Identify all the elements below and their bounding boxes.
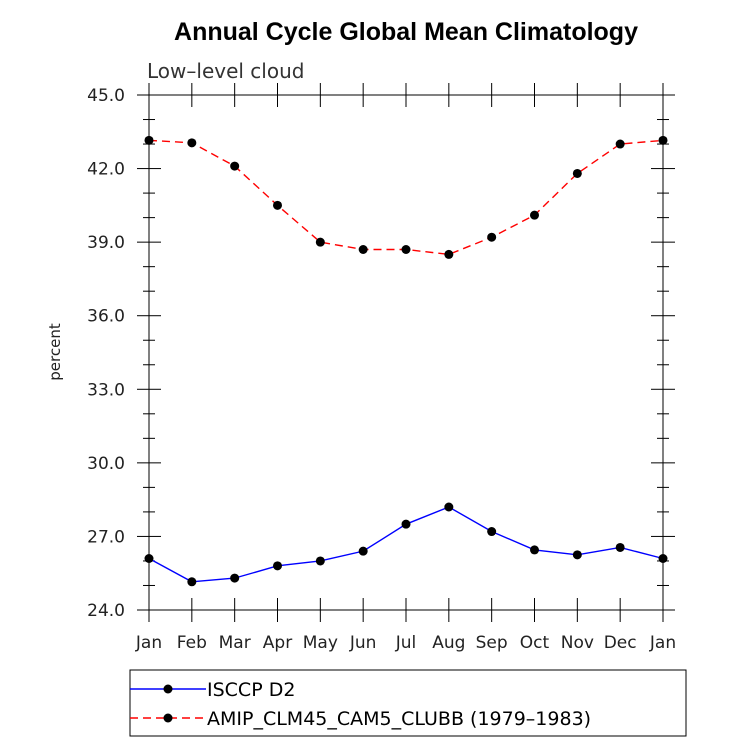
data-point (530, 210, 539, 220)
data-point (615, 542, 625, 552)
x-tick-label: Jan (649, 633, 676, 653)
data-point (315, 237, 325, 247)
legend-marker-isccp (163, 684, 173, 694)
x-tick-label: Oct (520, 633, 550, 653)
x-tick-label: Jul (395, 633, 417, 653)
data-point (487, 232, 497, 242)
x-tick-label: Mar (219, 633, 251, 653)
data-point (230, 161, 240, 171)
data-point (658, 135, 668, 145)
data-point (572, 550, 582, 560)
y-tick-label: 42.0 (87, 160, 125, 180)
x-tick-label: Feb (177, 633, 207, 653)
x-tick-label: Apr (263, 633, 292, 653)
data-point (658, 554, 668, 563)
legend-box (129, 669, 687, 737)
y-axis-label: percent (46, 323, 64, 381)
data-point (230, 573, 240, 583)
plot-frame (148, 94, 664, 611)
x-tick-label: Sep (476, 633, 508, 653)
series-line-1 (148, 139, 664, 256)
data-point (615, 139, 625, 149)
chart-title: Annual Cycle Global Mean Climatology (174, 18, 638, 46)
x-tick-label: Nov (561, 633, 594, 653)
y-tick-label: 30.0 (87, 454, 125, 474)
x-tick-labels: Jan Feb Mar Apr May Jun Jul Aug Sep Oct Nov Dec Jan (135, 633, 676, 653)
y-tick-label: 33.0 (87, 380, 125, 400)
legend-label-isccp: ISCCP D2 (207, 679, 295, 701)
legend-label-amip: AMIP_CLM45_CAM5_CLUBB (1979–1983) (207, 708, 591, 730)
x-tick-label: May (303, 633, 338, 653)
x-tick-label: Aug (432, 633, 465, 653)
axis-ticks (137, 83, 675, 622)
legend-marker-amip (163, 713, 173, 723)
series-line-0 (148, 506, 664, 583)
data-point (401, 519, 411, 529)
x-tick-label: Dec (604, 633, 637, 653)
data-point (273, 561, 282, 571)
data-point (144, 554, 154, 563)
y-tick-label: 24.0 (87, 601, 125, 621)
y-tick-label: 36.0 (87, 307, 125, 327)
x-tick-label: Jun (349, 633, 377, 653)
data-point (358, 245, 368, 254)
data-point (444, 249, 454, 259)
series-layer (144, 135, 668, 587)
y-tick-label: 45.0 (87, 86, 125, 106)
data-point (315, 556, 325, 566)
chart-subtitle: Low–level cloud (147, 59, 304, 83)
y-tick-label: 27.0 (87, 527, 125, 547)
legend: ISCCP D2 AMIP_CLM45_CAM5_CLUBB (1979–198… (129, 669, 687, 737)
data-point (572, 168, 582, 178)
data-point (187, 577, 197, 587)
data-point (530, 545, 539, 555)
data-point (144, 135, 154, 145)
y-tick-labels: 24.0 27.0 30.0 33.0 36.0 39.0 42.0 45.0 (87, 86, 125, 621)
data-point (273, 200, 282, 210)
data-point (187, 138, 197, 148)
data-point (401, 245, 411, 254)
data-point (358, 546, 368, 556)
data-point (487, 527, 497, 537)
data-point (444, 502, 454, 512)
x-tick-label: Jan (135, 633, 162, 653)
y-tick-label: 39.0 (87, 233, 125, 253)
